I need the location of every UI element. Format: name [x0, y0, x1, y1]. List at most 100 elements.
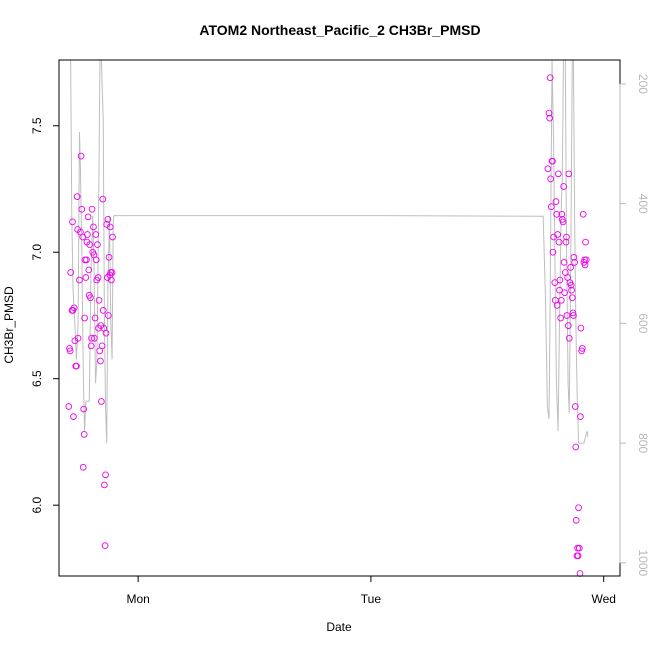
series-line	[68, 60, 589, 444]
data-point-65	[105, 253, 113, 261]
data-point-53	[98, 342, 106, 350]
data-point-94	[558, 210, 566, 218]
data-point-129	[578, 345, 586, 352]
data-point-112	[568, 294, 576, 302]
data-point-72	[544, 165, 552, 173]
data-points-layer	[65, 74, 590, 577]
x-tick-label-1: Tue	[361, 592, 382, 606]
data-point-40	[91, 334, 98, 342]
data-point-107	[565, 334, 573, 342]
data-point-25	[82, 274, 90, 281]
data-point-64	[104, 312, 112, 319]
data-point-1	[66, 345, 73, 352]
data-point-8	[70, 304, 78, 312]
chart-title: ATOM2 Northeast_Pacific_2 CH3Br_PMSD	[199, 22, 480, 38]
data-point-87	[554, 231, 561, 238]
data-point-106	[565, 170, 573, 178]
data-point-95	[558, 216, 566, 223]
data-point-115	[570, 253, 578, 261]
x-axis: Mon Tue Wed	[126, 575, 616, 606]
data-point-15	[76, 276, 83, 284]
data-point-96	[559, 218, 567, 226]
data-point-21	[80, 405, 88, 413]
data-point-36	[88, 205, 96, 213]
x-axis-label: Date	[326, 620, 352, 634]
data-point-98	[560, 259, 568, 266]
data-point-41	[91, 314, 99, 322]
data-point-102	[563, 233, 570, 241]
data-point-12	[73, 193, 81, 200]
data-point-125	[576, 570, 584, 577]
data-point-14	[74, 334, 82, 342]
data-point-54	[99, 195, 107, 203]
y-axis-left: 6.0 6.5 7.0 7.5	[30, 117, 60, 514]
data-point-58	[101, 542, 109, 550]
data-point-79	[549, 157, 556, 165]
data-point-91	[556, 276, 564, 284]
data-point-77	[547, 203, 555, 211]
data-point-52	[98, 398, 105, 405]
data-point-35	[88, 334, 95, 342]
data-point-101	[562, 238, 570, 246]
data-point-76	[547, 175, 554, 183]
data-point-113	[569, 309, 577, 317]
data-point-20	[79, 463, 87, 471]
data-point-46	[94, 274, 102, 281]
y-tick-label-1: 6.5	[30, 370, 44, 387]
data-point-43	[92, 256, 100, 264]
data-point-48	[95, 296, 103, 304]
y2-tick-label-3: 800	[636, 433, 650, 453]
data-point-63	[104, 216, 112, 223]
data-point-109	[567, 264, 575, 271]
data-point-18	[78, 205, 86, 213]
data-point-105	[564, 322, 572, 329]
data-point-133	[581, 261, 589, 269]
data-point-59	[102, 471, 109, 479]
data-point-122	[574, 552, 582, 560]
data-point-34	[87, 342, 95, 350]
data-point-28	[84, 231, 91, 238]
data-point-90	[556, 286, 563, 294]
data-point-84	[552, 198, 560, 206]
data-point-127	[577, 324, 585, 332]
data-point-70	[108, 269, 116, 276]
y-tick-label-2: 7.0	[30, 244, 44, 261]
data-point-134	[582, 238, 589, 246]
data-point-86	[553, 302, 561, 309]
y-tick-label-3: 7.5	[30, 117, 44, 134]
data-point-67	[106, 223, 114, 231]
data-point-110	[567, 281, 575, 289]
data-point-118	[572, 443, 580, 451]
data-point-33	[87, 294, 94, 302]
data-point-97	[560, 183, 568, 190]
data-point-69	[108, 276, 115, 284]
data-point-0	[65, 403, 73, 410]
data-point-38	[90, 223, 97, 231]
data-point-2	[66, 347, 74, 355]
data-point-55	[99, 307, 107, 314]
x-tick-label-0: Mon	[126, 592, 149, 606]
data-point-11	[73, 362, 80, 370]
data-point-29	[84, 213, 92, 221]
data-point-88	[554, 170, 562, 178]
data-point-26	[83, 256, 90, 264]
data-point-114	[570, 312, 577, 319]
data-point-93	[557, 296, 565, 304]
data-point-32	[86, 241, 94, 249]
data-point-74	[546, 114, 554, 122]
data-point-75	[546, 74, 554, 82]
y-axis-right: 200 400 600 800 1000	[619, 74, 650, 577]
data-point-126	[577, 413, 584, 421]
data-point-99	[561, 289, 568, 297]
data-point-3	[67, 269, 74, 276]
data-point-128	[578, 347, 585, 355]
data-point-103	[563, 312, 571, 319]
data-point-71	[109, 233, 116, 241]
right-axis-series-layer	[68, 60, 589, 444]
data-point-82	[551, 279, 559, 286]
y-tick-label-0: 6.0	[30, 497, 44, 514]
y2-tick-label-4: 1000	[636, 549, 650, 576]
plot-frame	[58, 59, 621, 577]
data-point-80	[549, 248, 557, 256]
